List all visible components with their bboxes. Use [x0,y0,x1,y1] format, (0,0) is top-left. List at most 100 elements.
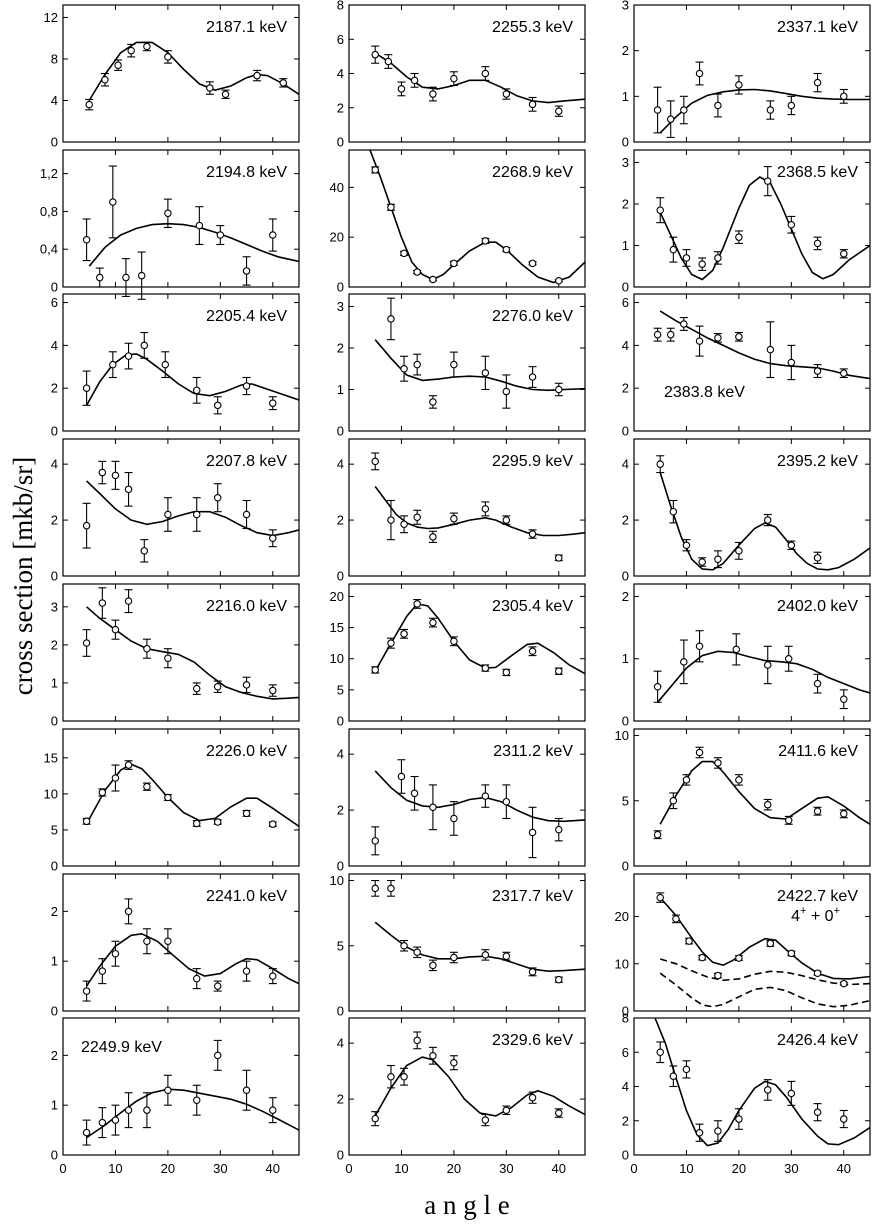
y-tick-label: 5 [622,793,629,808]
y-tick-label: 10 [615,956,629,971]
fit-curve [659,88,870,134]
data-point [554,1108,563,1118]
y-tick-label: 0 [622,1148,629,1163]
data-point [554,382,563,397]
data-point [669,1065,678,1088]
data-point [734,230,743,244]
data-point [713,251,722,265]
data-point [124,760,133,770]
fit-curve [374,603,585,675]
data-point [114,59,123,71]
plot-frame [633,149,871,288]
data-point [813,551,822,564]
data-point [142,638,151,659]
fit-curve [654,1018,870,1147]
data-point [653,327,662,342]
data-point [216,225,225,246]
data-point [839,979,848,988]
data-point [124,1092,133,1129]
energy-label: 2249.9 keV [81,1039,162,1056]
plot-frame [62,728,300,867]
data-point [213,980,222,992]
data-point [400,355,409,382]
panel: 0 2 4 6 2383.8 keV [622,293,871,439]
data-point [787,95,796,116]
y-tick-label: 2 [337,100,344,115]
y-tick-label: 8 [622,1011,629,1026]
y-tick-label: 0 [51,280,58,295]
plot-frame [348,728,586,867]
y-tick-label: 2 [622,196,629,211]
data-point [763,513,772,527]
data-point [98,587,107,619]
data-point [213,483,222,513]
data-point [666,327,675,342]
energy-label: 2337.1 keV [777,19,858,36]
data-point [386,297,395,341]
data-point [554,277,563,285]
plot-frame [348,149,586,288]
data-point [502,951,511,961]
data-point [82,629,91,657]
y-tick-label: 6 [622,1045,629,1060]
data-point [656,197,665,224]
data-point [784,645,793,672]
data-point [787,344,796,381]
x-tick-label: 20 [447,1161,461,1176]
data-point [682,249,691,267]
dashed-fit-curve [659,972,870,1008]
data-point [142,41,151,52]
fit-curve [659,760,870,825]
data-point [554,667,563,675]
data-point [413,509,422,525]
data-point [371,166,380,174]
data-point [787,540,796,550]
data-point [428,275,437,284]
data-point [428,395,437,409]
y-tick-label: 0 [337,714,344,729]
data-point [137,251,146,300]
data-point [734,331,743,342]
data-point [766,100,775,120]
data-point [528,646,537,657]
data-point [528,96,537,112]
y-tick-label: 0 [51,859,58,874]
data-point [713,971,722,980]
data-point [734,1108,743,1130]
energy-label: 2311.2 keV [493,743,573,760]
data-point [682,539,691,552]
y-tick-label: 2 [622,589,629,604]
data-point [213,680,222,694]
data-point [695,746,704,759]
data-point [481,949,490,961]
y-axis-title: cross section [mkb/sr] [8,457,38,695]
y-tick-label: 4 [51,93,58,108]
data-point [839,368,848,379]
data-point [813,72,822,93]
data-point [400,628,409,639]
y-tick-label: 0 [337,424,344,439]
data-point [213,396,222,415]
y-tick-label: 0,8 [40,204,58,219]
energy-label: 2402.0 keV [777,598,858,615]
data-point [413,946,422,959]
x-tick-label: 10 [394,1161,408,1176]
panel: 0 1 2 3 2216.0 keV [51,583,300,729]
data-point [82,1119,91,1146]
data-point [671,914,680,924]
panel: 0 5 10 2317.7 keV [330,873,586,1019]
data-point [108,165,117,239]
panel: 0 2 4 6 2205.4 keV [51,293,300,439]
y-tick-label: 3 [622,155,629,170]
data-point [449,951,458,964]
fit-curve [374,486,585,537]
fit-curve [88,222,299,267]
data-point [98,1107,107,1139]
data-point [813,364,822,379]
y-tick-label: 3 [337,299,344,314]
x-tick-label: 40 [552,1161,566,1176]
fit-curve [86,1088,299,1139]
plot-frame [348,873,586,1012]
y-tick-label: 2 [51,904,58,919]
